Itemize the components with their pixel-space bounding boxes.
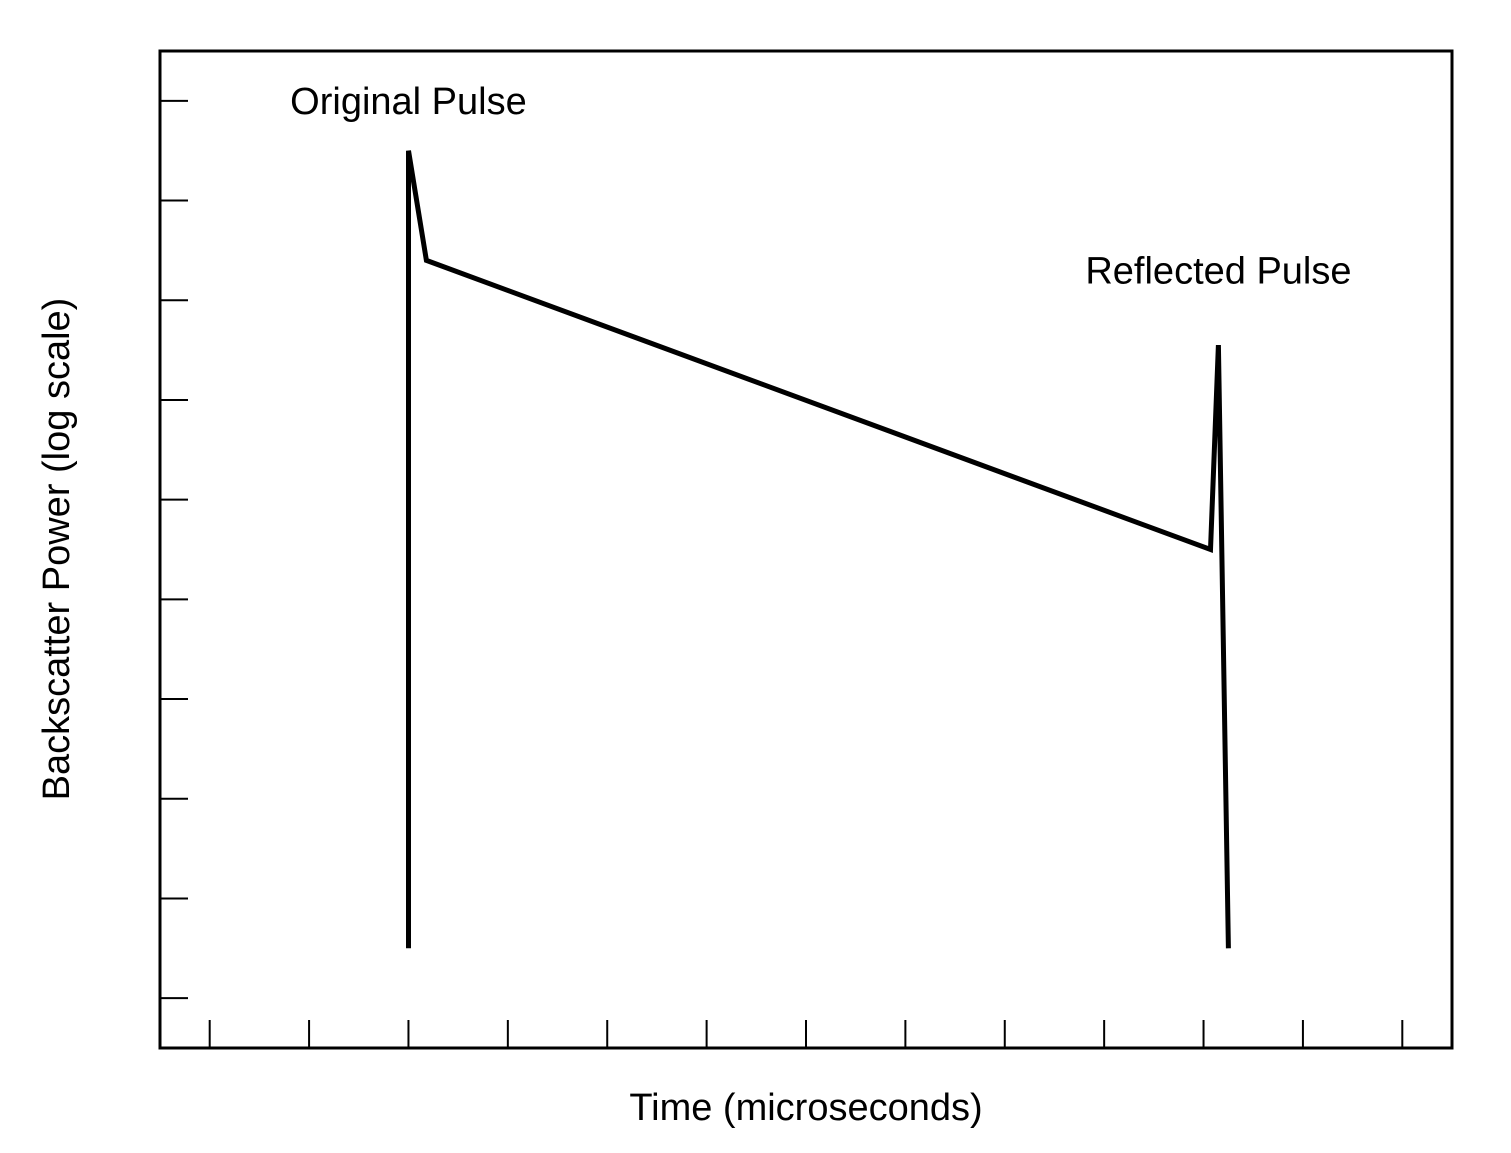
plot-frame <box>158 49 1454 1050</box>
original-pulse-label: Original Pulse <box>290 81 527 123</box>
x-axis-label: Time (microseconds) <box>629 1087 982 1129</box>
reflected-pulse-label: Reflected Pulse <box>1085 250 1351 292</box>
y-axis-label: Backscatter Power (log scale) <box>36 298 78 801</box>
x-axis-ticks <box>208 1020 1404 1048</box>
y-axis-ticks <box>160 99 188 1000</box>
backscatter-trace <box>406 150 1231 949</box>
annotations: Original Pulse Reflected Pulse <box>290 81 1351 292</box>
